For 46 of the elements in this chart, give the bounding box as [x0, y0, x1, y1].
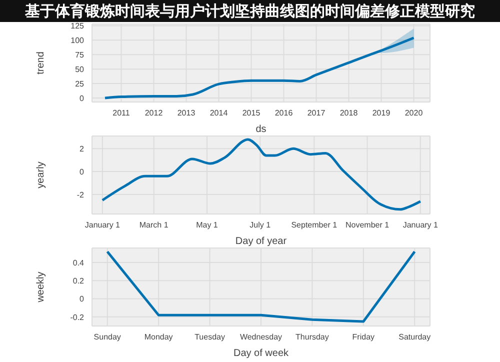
x-tick-label: 2018 [340, 108, 358, 118]
x-tick-label: 2017 [307, 108, 326, 118]
x-tick-label: 2015 [242, 108, 261, 118]
y-tick-label: 100 [70, 36, 85, 46]
x-tick-label: Monday [144, 332, 173, 342]
x-tick-label: November 1 [345, 220, 390, 230]
x-tick-label: Sunday [94, 332, 121, 342]
x-axis-title: ds [256, 124, 266, 135]
x-axis-title: Day of year [235, 236, 288, 247]
y-tick-label: 75 [75, 50, 85, 60]
x-tick-label: 2012 [144, 108, 164, 118]
x-tick-label: Saturday [398, 332, 431, 342]
x-tick-label: January 1 [402, 220, 439, 230]
x-tick-label: 2019 [372, 108, 391, 118]
x-tick-label: July 1 [250, 220, 272, 230]
x-tick-label: 2020 [404, 108, 424, 118]
y-tick-label: -2 [76, 190, 85, 200]
x-tick-label: 2016 [274, 108, 294, 118]
y-tick-label: 0.4 [72, 258, 85, 268]
y-axis-title: weekly [36, 272, 47, 304]
y-tick-label: 0.2 [72, 276, 85, 286]
x-tick-label: 2011 [112, 108, 130, 118]
y-tick-label: 0 [80, 294, 85, 304]
x-tick-label: Tuesday [194, 332, 225, 342]
y-axis-title: trend [36, 52, 47, 74]
y-tick-label: 0 [80, 167, 85, 176]
x-tick-label: 2013 [177, 108, 196, 118]
line-series [101, 138, 422, 211]
line-series [106, 250, 416, 323]
x-tick-label: Wednesday [240, 332, 282, 342]
x-tick-label: Thursday [296, 332, 329, 342]
x-tick-label: March 1 [139, 220, 169, 230]
y-tick-label: 0 [80, 94, 85, 103]
y-tick-label: 50 [75, 64, 85, 74]
y-axis-title: yearly [36, 162, 47, 188]
x-tick-label: Friday [352, 332, 375, 342]
x-tick-label: September 1 [291, 220, 338, 230]
y-tick-label: 125 [70, 22, 85, 31]
x-tick-label: January 1 [84, 220, 121, 230]
y-tick-label: 25 [75, 79, 85, 88]
x-tick-label: 2014 [210, 108, 228, 118]
x-axis-title: Day of week [233, 348, 290, 359]
y-tick-label: 2 [80, 144, 85, 154]
chart-title: 基于体育锻炼时间表与用户计划坚持曲线图的时间偏差修正模型研究 [0, 0, 500, 22]
y-tick-label: -0.2 [70, 312, 85, 322]
x-tick-label: May 1 [196, 220, 218, 230]
